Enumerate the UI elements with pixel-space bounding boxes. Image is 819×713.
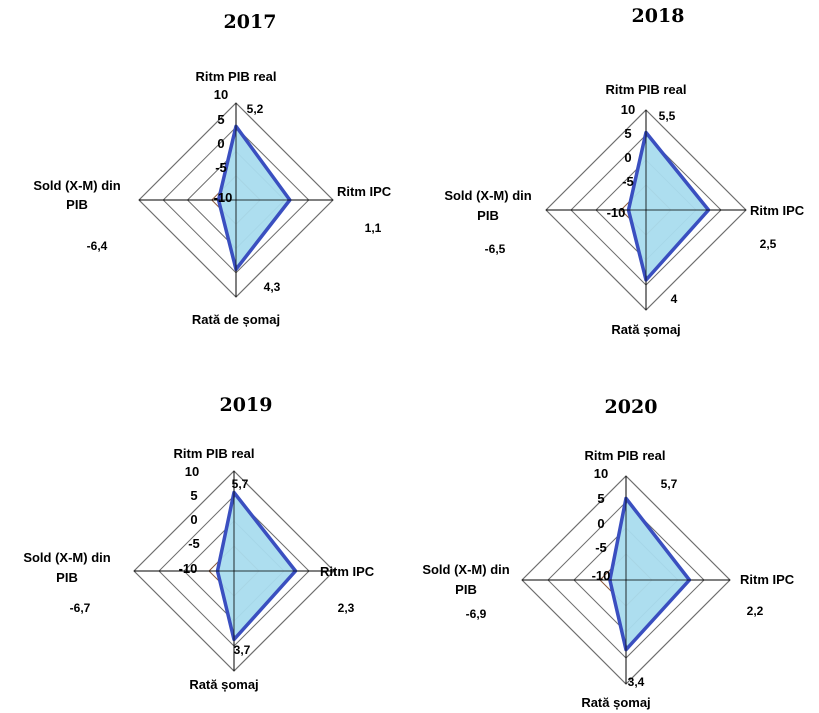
axis-label: Sold (X-M) din — [23, 550, 110, 565]
tick-label: 0 — [624, 150, 631, 165]
data-label: 4 — [671, 292, 678, 306]
tick-label: -5 — [622, 174, 634, 189]
chart-title: 2017 — [224, 11, 277, 33]
axis-label: Ritm IPC — [320, 564, 375, 579]
axis-label: Rată șomaj — [611, 322, 680, 337]
tick-label: 10 — [594, 466, 608, 481]
axis-label: PIB — [56, 570, 78, 585]
axis-label: Ritm PIB real — [196, 69, 277, 84]
tick-label: 5 — [217, 112, 224, 127]
axis-label: Ritm IPC — [740, 572, 795, 587]
axis-label: Ritm PIB real — [606, 82, 687, 97]
chart-title: 2019 — [220, 394, 273, 416]
tick-label: 10 — [621, 102, 635, 117]
tick-label: -5 — [188, 536, 200, 551]
axis-label: Sold (X-M) din — [422, 562, 509, 577]
radar-chart-2018: 2018 10 5 0 -5 -10 Ritm PIB real Ritm IPC Rată ș… — [444, 5, 804, 337]
tick-label: 10 — [185, 464, 199, 479]
axis-label: Sold (X-M) din — [33, 178, 120, 193]
axis-label: Ritm PIB real — [174, 446, 255, 461]
data-label: 2,5 — [760, 237, 777, 251]
axis-label: Ritm PIB real — [585, 448, 666, 463]
radar-chart-2020: 2020 10 5 0 -5 -10 Ritm PIB real Ritm IPC Rată ș… — [422, 396, 794, 710]
data-label: 3,7 — [234, 643, 251, 657]
tick-label: -10 — [607, 205, 626, 220]
series-polygon — [608, 496, 692, 652]
tick-label: 0 — [190, 512, 197, 527]
tick-label: 0 — [217, 136, 224, 151]
axis-label: Rată de șomaj — [192, 312, 280, 327]
tick-label: 0 — [597, 516, 604, 531]
radar-chart-2019: 2019 10 5 0 -5 -10 Ritm PIB real Ritm IPC Rată ș… — [23, 394, 374, 692]
axis-label: PIB — [455, 582, 477, 597]
axis-label: Ritm IPC — [750, 203, 805, 218]
tick-label: -10 — [179, 561, 198, 576]
axis-label: PIB — [66, 197, 88, 212]
chart-title: 2018 — [632, 5, 685, 27]
tick-label: 5 — [624, 126, 631, 141]
axis-label: Rată șomaj — [189, 677, 258, 692]
tick-label: -5 — [595, 540, 607, 555]
data-label: -6,4 — [87, 239, 108, 253]
chart-title: 2020 — [605, 396, 658, 418]
data-label: -6,9 — [466, 607, 487, 621]
axis-label: Ritm IPC — [337, 184, 392, 199]
data-label: 5,7 — [661, 477, 678, 491]
radar-chart-2017: 2017 10 5 0 -5 -10 Ritm PIB real Ritm IPC Rată d… — [33, 11, 391, 327]
axis-label: Rată șomaj — [581, 695, 650, 710]
data-label: 5,2 — [247, 102, 264, 116]
data-label: 5,5 — [659, 109, 676, 123]
tick-label: -10 — [214, 190, 233, 205]
data-label: 5,7 — [232, 477, 249, 491]
tick-label: 5 — [597, 491, 604, 506]
tick-label: 5 — [190, 488, 197, 503]
tick-label: 10 — [214, 87, 228, 102]
data-label: 3,4 — [628, 675, 645, 689]
data-label: 2,3 — [338, 601, 355, 615]
axis-label: Sold (X-M) din — [444, 188, 531, 203]
data-label: 2,2 — [747, 604, 764, 618]
series-polygon — [626, 130, 711, 282]
tick-label: -10 — [592, 568, 611, 583]
series-polygon — [215, 490, 298, 642]
data-label: -6,5 — [485, 242, 506, 256]
data-label: 4,3 — [264, 280, 281, 294]
axis-label: PIB — [477, 208, 499, 223]
tick-label: -5 — [215, 160, 227, 175]
data-label: 1,1 — [365, 221, 382, 235]
data-label: -6,7 — [70, 601, 91, 615]
